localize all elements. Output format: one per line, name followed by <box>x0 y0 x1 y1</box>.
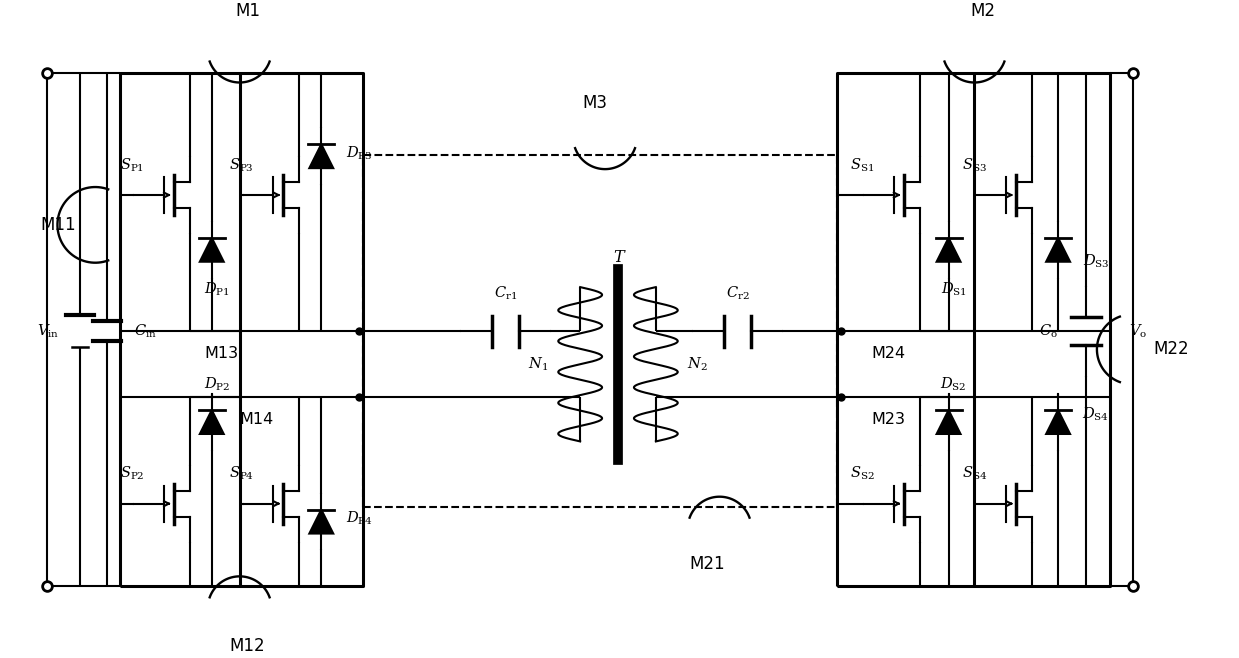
Text: $D_{\rm P4}$: $D_{\rm P4}$ <box>346 510 373 527</box>
Text: $S_{\rm P3}$: $S_{\rm P3}$ <box>229 157 254 174</box>
Polygon shape <box>937 410 960 434</box>
Text: M1: M1 <box>235 2 260 20</box>
Text: $S_{\rm P2}$: $S_{\rm P2}$ <box>120 465 145 482</box>
Text: M2: M2 <box>970 2 995 20</box>
Text: $D_{\rm S2}$: $D_{\rm S2}$ <box>940 376 966 393</box>
Text: M14: M14 <box>239 411 274 426</box>
Text: $V_{\rm o}$: $V_{\rm o}$ <box>1129 322 1147 340</box>
Polygon shape <box>937 238 960 262</box>
Text: M12: M12 <box>229 637 265 655</box>
Text: M22: M22 <box>1154 340 1189 359</box>
Text: $S_{\rm S3}$: $S_{\rm S3}$ <box>961 157 986 174</box>
Text: $D_{\rm S3}$: $D_{\rm S3}$ <box>1083 253 1109 270</box>
Polygon shape <box>310 144 333 168</box>
Polygon shape <box>1046 238 1070 262</box>
Text: M21: M21 <box>690 555 725 573</box>
Text: $N_1$: $N_1$ <box>528 355 549 373</box>
Text: $S_{\rm S4}$: $S_{\rm S4}$ <box>961 465 987 482</box>
Text: $V_{\rm in}$: $V_{\rm in}$ <box>37 322 59 340</box>
Polygon shape <box>1046 410 1070 434</box>
Text: $C_{\rm o}$: $C_{\rm o}$ <box>1038 322 1058 340</box>
Text: $D_{\rm P2}$: $D_{\rm P2}$ <box>203 376 230 393</box>
Text: $D_{\rm P3}$: $D_{\rm P3}$ <box>346 145 373 162</box>
Text: $D_{\rm P1}$: $D_{\rm P1}$ <box>203 281 229 298</box>
Text: $S_{\rm P4}$: $S_{\rm P4}$ <box>229 465 254 482</box>
Text: $S_{\rm S2}$: $S_{\rm S2}$ <box>850 465 875 482</box>
Text: $C_{\rm r1}$: $C_{\rm r1}$ <box>494 285 517 302</box>
Text: $D_{\rm S4}$: $D_{\rm S4}$ <box>1083 405 1109 422</box>
Text: $C_{\rm r2}$: $C_{\rm r2}$ <box>726 285 750 302</box>
Text: M11: M11 <box>41 216 77 234</box>
Text: $T$: $T$ <box>613 249 627 265</box>
Polygon shape <box>199 238 224 262</box>
Text: $S_{\rm P1}$: $S_{\rm P1}$ <box>120 157 144 174</box>
Polygon shape <box>310 510 333 534</box>
Text: M3: M3 <box>582 94 607 113</box>
Text: M24: M24 <box>872 346 906 361</box>
Text: $D_{\rm S1}$: $D_{\rm S1}$ <box>940 281 966 298</box>
Text: $N_2$: $N_2$ <box>688 355 707 373</box>
Text: $S_{\rm S1}$: $S_{\rm S1}$ <box>850 157 873 174</box>
Polygon shape <box>199 410 224 434</box>
Text: M23: M23 <box>872 411 906 426</box>
Text: M13: M13 <box>204 346 239 361</box>
Text: $C_{\rm in}$: $C_{\rm in}$ <box>134 322 156 340</box>
